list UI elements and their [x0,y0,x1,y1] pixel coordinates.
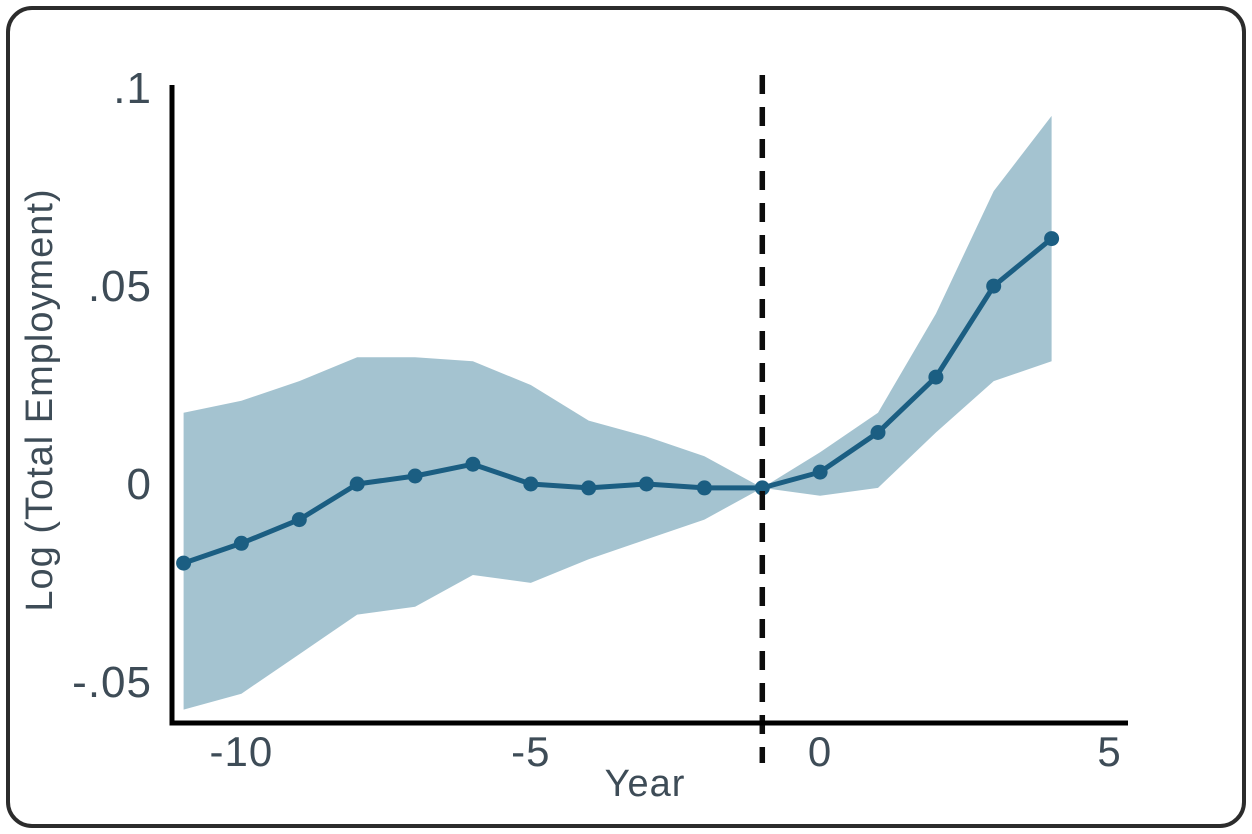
axes-group [169,85,1128,726]
data-point-year-1 [870,425,886,440]
data-point-year--6 [465,456,481,472]
data-point-year-3 [986,278,1002,294]
data-point-year--11 [176,555,192,571]
confidence-band-group [183,115,1052,710]
y-tick-label-0: 0 [127,460,152,509]
data-point-year--9 [291,512,307,528]
y-tick-labels-group: .1 .05 0 -.05 [72,64,152,707]
x-tick-label-5: 5 [1097,728,1121,775]
y-axis-title: Log (Total Employment) [19,188,61,611]
data-point-year-2 [928,369,944,385]
markers-group [176,231,1060,571]
data-point-year-0 [812,464,828,480]
x-tick-label--5: -5 [511,728,550,775]
x-tick-label--10: -10 [210,728,274,775]
y-tick-label-.05: .05 [88,262,152,311]
data-point-year--10 [233,535,249,551]
data-point-year--8 [349,476,365,492]
trend-line [181,236,1055,566]
data-point-year-4 [1044,231,1060,247]
confidence-band [183,115,1052,710]
y-tick-label-.1: .1 [113,64,152,113]
data-point-year--7 [407,468,423,484]
data-point-year--1 [754,480,770,496]
x-axis-title: Year [605,763,686,805]
y-tick-label--.05: -.05 [72,658,152,707]
trend-line-group [181,236,1055,566]
data-point-year--4 [581,480,597,496]
data-point-year--3 [639,476,654,492]
x-tick-label-0: 0 [808,728,832,775]
data-point-year--2 [696,480,712,496]
x-tick-labels-group: -10 -5 0 5 [210,728,1121,775]
data-point-year--5 [523,476,539,492]
